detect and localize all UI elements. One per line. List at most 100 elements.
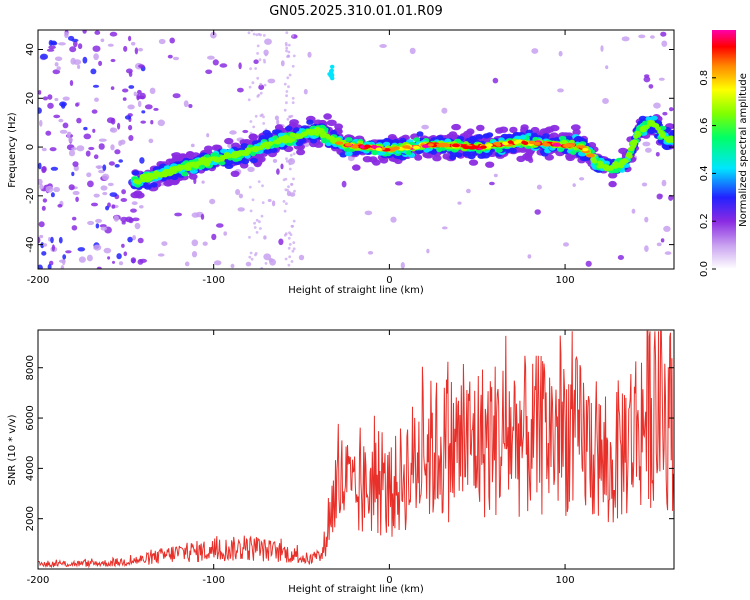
spectrogram-noise-point xyxy=(663,225,671,232)
spectrogram-noise-point xyxy=(139,205,144,209)
spectrogram-ridge-point xyxy=(432,155,442,162)
spectrogram-noise-point xyxy=(57,204,63,208)
spectrogram-noise-point xyxy=(200,213,205,220)
spectrogram-noise-point xyxy=(292,247,296,251)
spectrogram-core-point xyxy=(468,146,477,150)
spectrogram-noise-point xyxy=(141,110,146,114)
spectrogram-noise-point xyxy=(558,50,563,57)
spectrogram-noise-point xyxy=(39,234,44,239)
spectrogram-noise-point xyxy=(263,253,272,261)
spectrogram-noise-point xyxy=(249,120,253,123)
spectrogram-ridge-point xyxy=(383,137,391,144)
spectrogram-ridge-point xyxy=(657,138,666,144)
spectrogram-noise-point xyxy=(271,200,276,207)
spectrogram-noise-point xyxy=(292,241,296,245)
spectrogram-noise-point xyxy=(102,191,108,196)
spectrogram-noise-point xyxy=(110,117,116,125)
spectrogram-noise-point xyxy=(153,107,159,111)
spectrogram-ridge-point xyxy=(295,140,304,147)
spectrogram-noise-point xyxy=(62,96,70,101)
spectrogram-noise-point xyxy=(288,243,292,246)
spectrogram-noise-point xyxy=(50,236,54,244)
spectrogram-ridge-point xyxy=(328,135,335,140)
spectrogram-noise-point xyxy=(276,119,280,126)
spectrogram-ridge-point xyxy=(173,167,180,172)
spectrogram-ridge-point xyxy=(570,124,581,131)
spectrogram-ridge-point xyxy=(468,159,479,166)
spectrogram-noise-point xyxy=(41,251,47,256)
spectrogram-noise-point xyxy=(201,180,205,184)
spectrogram-noise-point xyxy=(128,85,135,89)
spectrogram-ridge-point xyxy=(185,166,192,171)
spectrogram-noise-point xyxy=(94,30,101,35)
spectrogram-noise-point xyxy=(137,259,144,265)
spectrogram-noise-point xyxy=(262,58,266,62)
spectrogram-noise-point xyxy=(58,118,64,123)
spectrogram-noise-point xyxy=(39,183,44,190)
spectrogram-noise-point xyxy=(209,198,216,205)
spectrogram-noise-point xyxy=(255,218,259,222)
spectrogram-noise-point xyxy=(38,90,42,95)
spectrogram-points xyxy=(38,30,674,269)
spectrogram-noise-point xyxy=(527,254,532,259)
spectrogram-noise-point xyxy=(71,225,78,231)
spectrogram-noise-point xyxy=(116,253,122,260)
spectrogram-noise-point xyxy=(134,47,139,55)
spectrogram-noise-point xyxy=(139,157,145,164)
spectrogram-noise-point xyxy=(60,265,65,269)
spectrogram-noise-point xyxy=(174,212,183,217)
spectrogram-ridge-point xyxy=(413,137,421,143)
spectrogram-noise-point xyxy=(229,130,237,135)
spectrogram-noise-point xyxy=(661,40,668,47)
spectrogram-noise-point xyxy=(257,93,261,97)
spectrogram-noise-point xyxy=(291,34,295,38)
spectrogram-ridge-point xyxy=(516,155,526,163)
spectrogram-noise-point xyxy=(190,143,195,148)
spectrogram-ridge-point xyxy=(608,172,618,179)
spectrogram-noise-point xyxy=(216,223,224,228)
colorbar-ticks: 0.0 0.2 0.4 0.6 0.8 xyxy=(699,70,716,277)
spectrogram-noise-point xyxy=(253,226,257,229)
y-tick-label: -40 xyxy=(25,236,36,252)
spectrogram-noise-point xyxy=(664,251,672,255)
spectrogram-noise-point xyxy=(49,147,57,152)
spectrogram-noise-point xyxy=(298,254,305,261)
spectrogram-ridge-point xyxy=(150,182,158,188)
spectrogram-noise-point xyxy=(661,179,667,187)
spectrogram-noise-point xyxy=(38,107,42,114)
spectrogram-noise-point xyxy=(291,101,295,104)
x-tick-label: 0 xyxy=(386,275,392,286)
spectrogram-noise-point xyxy=(109,192,118,198)
spectrogram-noise-point xyxy=(557,88,564,93)
spectrogram-ridge-point xyxy=(317,128,323,133)
spectrogram-noise-point xyxy=(38,178,43,185)
spectrogram-noise-point xyxy=(261,184,264,188)
spectrogram-noise-point xyxy=(113,215,120,222)
spectrogram-noise-point xyxy=(267,199,272,202)
spectrogram-noise-point xyxy=(118,261,124,266)
spectrogram-noise-point xyxy=(223,231,227,236)
spectrogram-ridge-point xyxy=(224,163,234,169)
spectrogram-noise-point xyxy=(285,101,288,105)
spectrogram-core-point xyxy=(402,145,411,149)
spectrogram-noise-point xyxy=(128,135,134,141)
spectrogram-noise-point xyxy=(118,159,123,163)
spectrogram-ridge-point xyxy=(423,147,430,153)
spectrogram-noise-point xyxy=(536,184,542,190)
spectrogram-noise-point xyxy=(134,222,141,230)
spectrogram-core-point xyxy=(422,144,430,148)
spectrogram-noise-point xyxy=(631,208,636,214)
spectrogram-ridge-point xyxy=(192,164,200,169)
spectrogram-noise-point xyxy=(148,138,154,144)
spectrogram-noise-point xyxy=(441,107,448,114)
spectrogram-noise-point xyxy=(290,183,293,186)
spectrogram-noise-point xyxy=(492,77,499,84)
spectrogram-noise-point xyxy=(210,31,217,39)
spectrogram-noise-point xyxy=(292,152,296,156)
spectrogram-core-point xyxy=(462,145,471,150)
spectrogram-noise-point xyxy=(109,127,118,133)
spectrogram-noise-point xyxy=(109,31,118,37)
spectrogram-noise-point xyxy=(287,246,291,250)
spectrogram-noise-point xyxy=(262,115,265,119)
spectrogram-core-point xyxy=(513,140,519,145)
